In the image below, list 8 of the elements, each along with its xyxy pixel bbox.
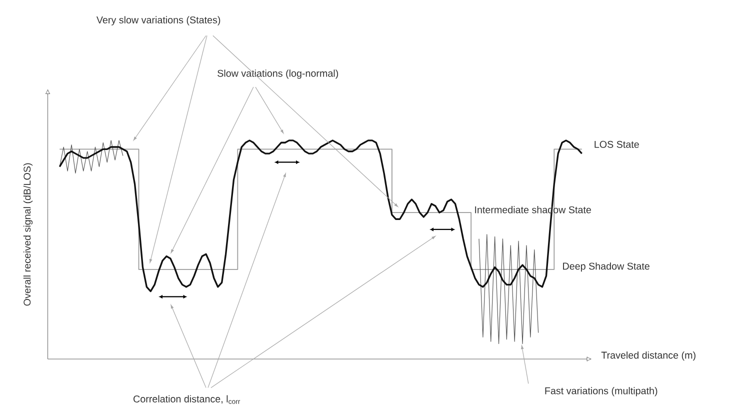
text: Very slow variations (States) [96,16,220,26]
text: Fast variations (multipath) [545,386,658,396]
text: LOS State [594,140,639,148]
annotation: Deep Shadow State [563,262,650,272]
x-axis-title: Traveled distance (m) [601,351,696,360]
text: Correlation distance, l$_{corr}$ [134,394,240,404]
y-axis-title: Overall received signal (dB/LOS) [23,163,33,306]
text: Slow vatiations (log-normal) [218,69,338,79]
